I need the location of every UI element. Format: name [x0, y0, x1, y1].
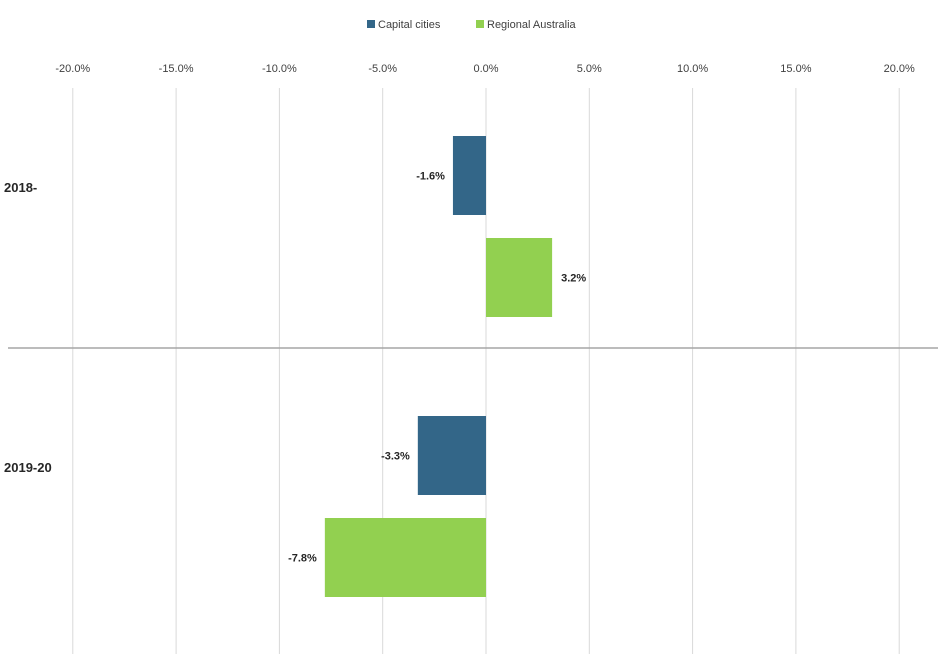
legend-swatch	[476, 20, 484, 28]
bars	[324, 136, 553, 597]
bar	[452, 136, 486, 215]
legend: Capital cities Regional Australia	[367, 19, 577, 31]
x-axis-ticks: -20.0% -15.0% -10.0% -5.0% 0.0% 5.0% 10.0% 15.0…	[55, 63, 915, 75]
x-tick-label: 10.0%	[677, 63, 708, 75]
legend-label: Regional Australia	[487, 19, 577, 31]
x-tick-label: -15.0%	[159, 63, 194, 75]
data-labels: -1.6% 3.2% -3.3% -7.8%	[288, 171, 586, 565]
data-label: -3.3%	[381, 451, 410, 463]
legend-swatch	[367, 20, 375, 28]
bar	[486, 238, 553, 317]
category-label: 2019-20	[4, 460, 52, 475]
bar	[417, 416, 486, 495]
x-tick-label: -20.0%	[55, 63, 90, 75]
data-label: -1.6%	[416, 171, 445, 183]
x-tick-label: 20.0%	[884, 63, 915, 75]
data-label: 3.2%	[561, 273, 586, 285]
data-label: -7.8%	[288, 553, 317, 565]
bar	[324, 518, 486, 597]
x-tick-label: 15.0%	[780, 63, 811, 75]
category-labels: 2018- 2019-20	[4, 180, 52, 475]
legend-label: Capital cities	[378, 19, 441, 31]
x-tick-label: 5.0%	[577, 63, 602, 75]
x-tick-label: 0.0%	[473, 63, 498, 75]
category-label: 2018-	[4, 180, 37, 195]
x-tick-label: -5.0%	[368, 63, 397, 75]
x-tick-label: -10.0%	[262, 63, 297, 75]
